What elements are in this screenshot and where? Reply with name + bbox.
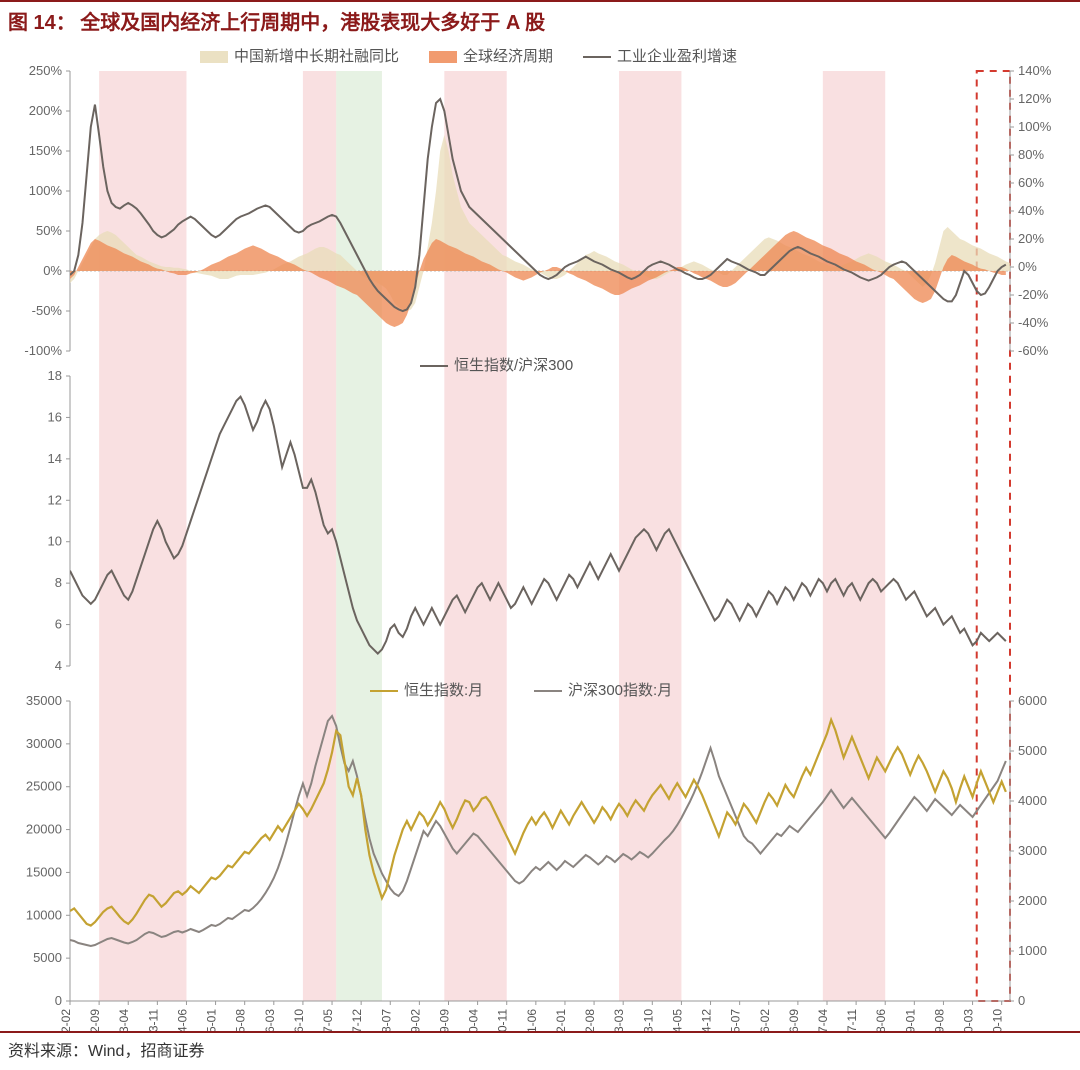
svg-text:-50%: -50%: [32, 303, 63, 318]
svg-text:2004-06: 2004-06: [175, 1009, 189, 1031]
svg-text:2018-06: 2018-06: [874, 1009, 888, 1031]
svg-text:2002-02: 2002-02: [59, 1009, 73, 1031]
svg-text:2009-02: 2009-02: [408, 1009, 422, 1031]
svg-text:15000: 15000: [26, 864, 62, 879]
svg-text:2003-11: 2003-11: [146, 1009, 160, 1031]
svg-text:35000: 35000: [26, 693, 62, 708]
svg-text:2017-04: 2017-04: [816, 1009, 830, 1031]
svg-text:100%: 100%: [1018, 119, 1052, 134]
svg-text:2019-08: 2019-08: [932, 1009, 946, 1031]
svg-text:2007-05: 2007-05: [321, 1009, 335, 1031]
chart-area: -100%-50%0%50%100%150%200%250%-60%-40%-2…: [0, 41, 1080, 1031]
svg-text:2013-10: 2013-10: [641, 1009, 655, 1031]
svg-text:2012-01: 2012-01: [554, 1009, 568, 1031]
svg-text:140%: 140%: [1018, 63, 1052, 78]
svg-text:2014-12: 2014-12: [700, 1009, 714, 1031]
svg-text:2015-07: 2015-07: [729, 1009, 743, 1031]
svg-text:6000: 6000: [1018, 693, 1047, 708]
svg-text:0: 0: [1018, 993, 1025, 1008]
svg-text:恒生指数:月: 恒生指数:月: [404, 682, 483, 699]
svg-text:2020-03: 2020-03: [962, 1009, 976, 1031]
svg-text:-100%: -100%: [24, 343, 62, 358]
svg-text:全球经济周期: 全球经济周期: [463, 47, 553, 65]
svg-text:3000: 3000: [1018, 843, 1047, 858]
svg-text:2008-07: 2008-07: [379, 1009, 393, 1031]
svg-text:4: 4: [55, 658, 62, 673]
svg-text:20000: 20000: [26, 822, 62, 837]
svg-text:2017-11: 2017-11: [845, 1009, 859, 1031]
svg-text:中国新增中长期社融同比: 中国新增中长期社融同比: [234, 48, 399, 65]
figure-number: 图 14：: [8, 12, 76, 34]
svg-text:沪深300指数:月: 沪深300指数:月: [568, 682, 672, 699]
svg-text:40%: 40%: [1018, 203, 1044, 218]
svg-text:50%: 50%: [36, 223, 62, 238]
svg-text:16: 16: [48, 409, 62, 424]
svg-text:-40%: -40%: [1018, 315, 1049, 330]
svg-text:250%: 250%: [29, 63, 63, 78]
svg-text:2000: 2000: [1018, 893, 1047, 908]
figure-title: 全球及国内经济上行周期中，港股表现大多好于 A 股: [80, 12, 545, 34]
svg-text:2016-02: 2016-02: [758, 1009, 772, 1031]
svg-text:2016-09: 2016-09: [787, 1009, 801, 1031]
svg-text:0%: 0%: [1018, 259, 1037, 274]
svg-text:100%: 100%: [29, 183, 63, 198]
svg-text:恒生指数/沪深300: 恒生指数/沪深300: [454, 357, 573, 374]
svg-text:2006-10: 2006-10: [292, 1009, 306, 1031]
svg-text:2006-03: 2006-03: [263, 1009, 277, 1031]
svg-text:-20%: -20%: [1018, 287, 1049, 302]
svg-text:80%: 80%: [1018, 147, 1044, 162]
svg-text:2019-01: 2019-01: [903, 1009, 917, 1031]
svg-text:2014-05: 2014-05: [670, 1009, 684, 1031]
svg-text:2020-10: 2020-10: [991, 1009, 1005, 1031]
svg-text:2005-01: 2005-01: [205, 1009, 219, 1031]
svg-text:200%: 200%: [29, 103, 63, 118]
svg-text:2007-12: 2007-12: [350, 1009, 364, 1031]
svg-text:120%: 120%: [1018, 91, 1052, 106]
svg-text:1000: 1000: [1018, 943, 1047, 958]
svg-text:2013-03: 2013-03: [612, 1009, 626, 1031]
svg-text:10000: 10000: [26, 907, 62, 922]
svg-text:0%: 0%: [43, 263, 62, 278]
figure-header: 图 14： 全球及国内经济上行周期中，港股表现大多好于 A 股: [0, 0, 1080, 41]
svg-text:2012-08: 2012-08: [583, 1009, 597, 1031]
svg-text:150%: 150%: [29, 143, 63, 158]
svg-text:6: 6: [55, 617, 62, 632]
svg-text:20%: 20%: [1018, 231, 1044, 246]
figure-source: 资料来源：Wind，招商证券: [0, 1031, 1080, 1065]
svg-text:4000: 4000: [1018, 793, 1047, 808]
svg-text:2010-11: 2010-11: [496, 1009, 510, 1031]
svg-text:60%: 60%: [1018, 175, 1044, 190]
svg-text:12: 12: [48, 492, 62, 507]
svg-text:18: 18: [48, 368, 62, 383]
svg-text:2003-04: 2003-04: [117, 1009, 131, 1031]
svg-text:-60%: -60%: [1018, 343, 1049, 358]
svg-text:工业企业盈利增速: 工业企业盈利增速: [617, 47, 737, 65]
svg-text:2011-06: 2011-06: [525, 1009, 539, 1031]
svg-text:0: 0: [55, 993, 62, 1008]
svg-text:25000: 25000: [26, 779, 62, 794]
svg-text:2009-09: 2009-09: [437, 1009, 451, 1031]
svg-text:2010-04: 2010-04: [467, 1009, 481, 1031]
svg-text:2002-09: 2002-09: [88, 1009, 102, 1031]
svg-text:5000: 5000: [33, 950, 62, 965]
svg-text:10: 10: [48, 534, 62, 549]
svg-text:30000: 30000: [26, 736, 62, 751]
svg-text:2005-08: 2005-08: [234, 1009, 248, 1031]
svg-text:8: 8: [55, 575, 62, 590]
svg-text:5000: 5000: [1018, 743, 1047, 758]
svg-text:14: 14: [48, 451, 62, 466]
